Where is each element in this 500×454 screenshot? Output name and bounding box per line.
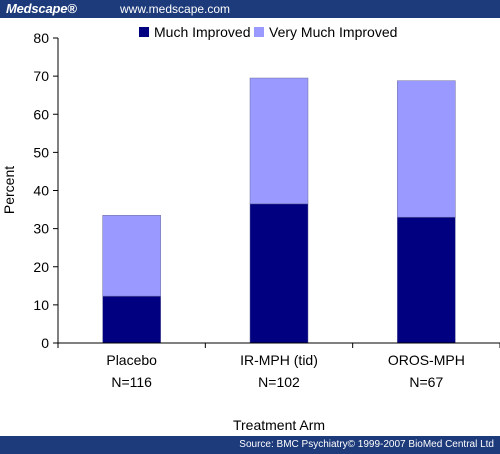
medscape-header-bar: Medscape® www.medscape.com [0, 0, 500, 18]
legend-swatch [139, 27, 149, 37]
x-category-label: Placebo [106, 352, 157, 368]
y-tick-label: 40 [33, 183, 49, 199]
legend-swatch [254, 27, 264, 37]
bars-group [102, 77, 456, 344]
x-axis: Placebo N=116 IR-MPH (tid) N=102 OROS-MPH N=6… [57, 342, 500, 390]
x-category-sublabel: N=102 [258, 374, 300, 390]
legend-label: Much Improved [154, 24, 250, 40]
site-url[interactable]: www.medscape.com [120, 2, 231, 16]
chart-legend: Much Improved Very Much Improved [139, 24, 397, 40]
y-tick-label: 10 [33, 297, 49, 313]
x-category-sublabel: N=116 [111, 374, 152, 390]
x-axis-label: Treatment Arm [233, 417, 325, 433]
y-tick-label: 70 [33, 68, 49, 84]
y-tick-label: 60 [33, 106, 49, 122]
bar-very-much-improved [102, 215, 161, 297]
y-tick-label: 30 [33, 221, 49, 237]
y-tick-label: 80 [33, 30, 49, 46]
bar-much-improved [249, 203, 309, 344]
x-category-label: OROS-MPH [388, 352, 465, 368]
source-credit: Source: BMC Psychiatry© 1999-2007 BioMed… [239, 439, 494, 450]
source-footer-bar: Source: BMC Psychiatry© 1999-2007 BioMed… [0, 436, 500, 454]
y-tick-label: 20 [33, 259, 49, 275]
y-tick-label: 50 [33, 144, 49, 160]
bar-very-much-improved [397, 80, 456, 218]
x-category-label: IR-MPH (tid) [240, 352, 318, 368]
medscape-logo[interactable]: Medscape® [6, 1, 77, 16]
legend-label: Very Much Improved [269, 24, 397, 40]
y-tick-label: 0 [41, 335, 49, 351]
bar-much-improved [102, 295, 161, 344]
bar-much-improved [397, 216, 456, 344]
y-axis-label: Percent [1, 166, 17, 214]
bar-very-much-improved [249, 77, 309, 205]
y-axis: 0 10 20 30 40 50 60 70 80 [33, 30, 59, 351]
stacked-bar-chart: Much Improved Very Much Improved 0 10 20 30 4… [1, 24, 500, 433]
x-category-sublabel: N=67 [409, 374, 443, 390]
